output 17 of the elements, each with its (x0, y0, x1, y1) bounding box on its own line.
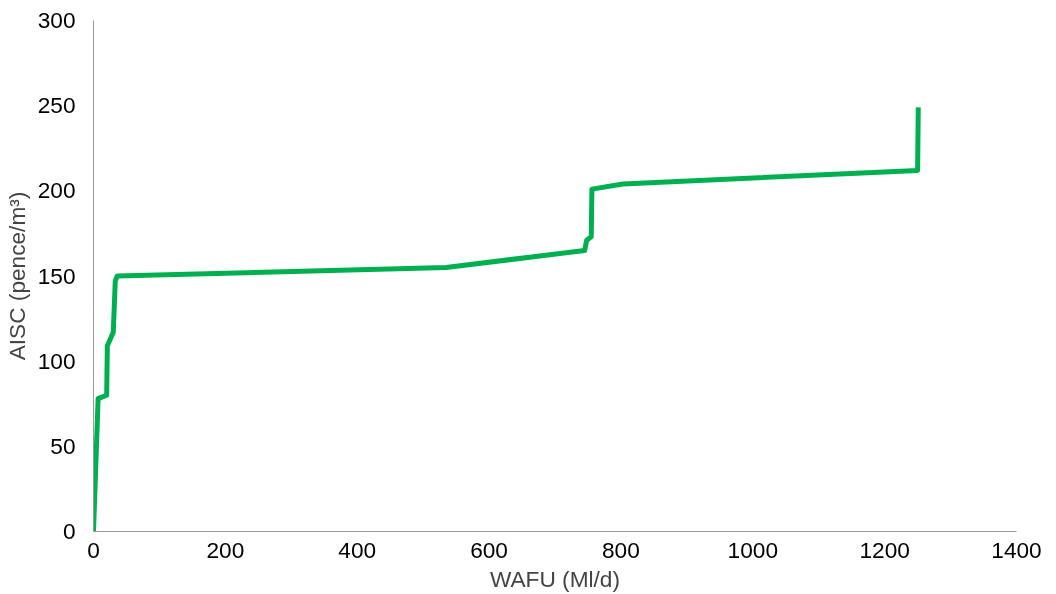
x-tick-label: 400 (338, 536, 377, 563)
y-tick-label: 0 (62, 518, 76, 544)
y-tick-label: 150 (37, 262, 76, 289)
x-axis-title: WAFU (Ml/d) (489, 565, 621, 592)
y-tick-label: 200 (37, 177, 76, 204)
y-tick-label: 50 (50, 432, 76, 459)
x-tick-label: 800 (602, 536, 640, 563)
y-tick-label: 100 (37, 347, 76, 374)
y-tick-label: 250 (37, 92, 76, 119)
x-tick-label: 1000 (727, 536, 778, 563)
x-tick-label: 200 (206, 536, 245, 563)
x-tick-label: 1400 (991, 536, 1042, 563)
y-tick-label: 300 (37, 7, 76, 33)
x-tick-label: 1200 (859, 536, 910, 563)
y-axis-title: AISC (pence/m³) (3, 191, 30, 361)
x-tick-label: 0 (87, 536, 100, 563)
x-tick-label: 600 (470, 536, 508, 563)
